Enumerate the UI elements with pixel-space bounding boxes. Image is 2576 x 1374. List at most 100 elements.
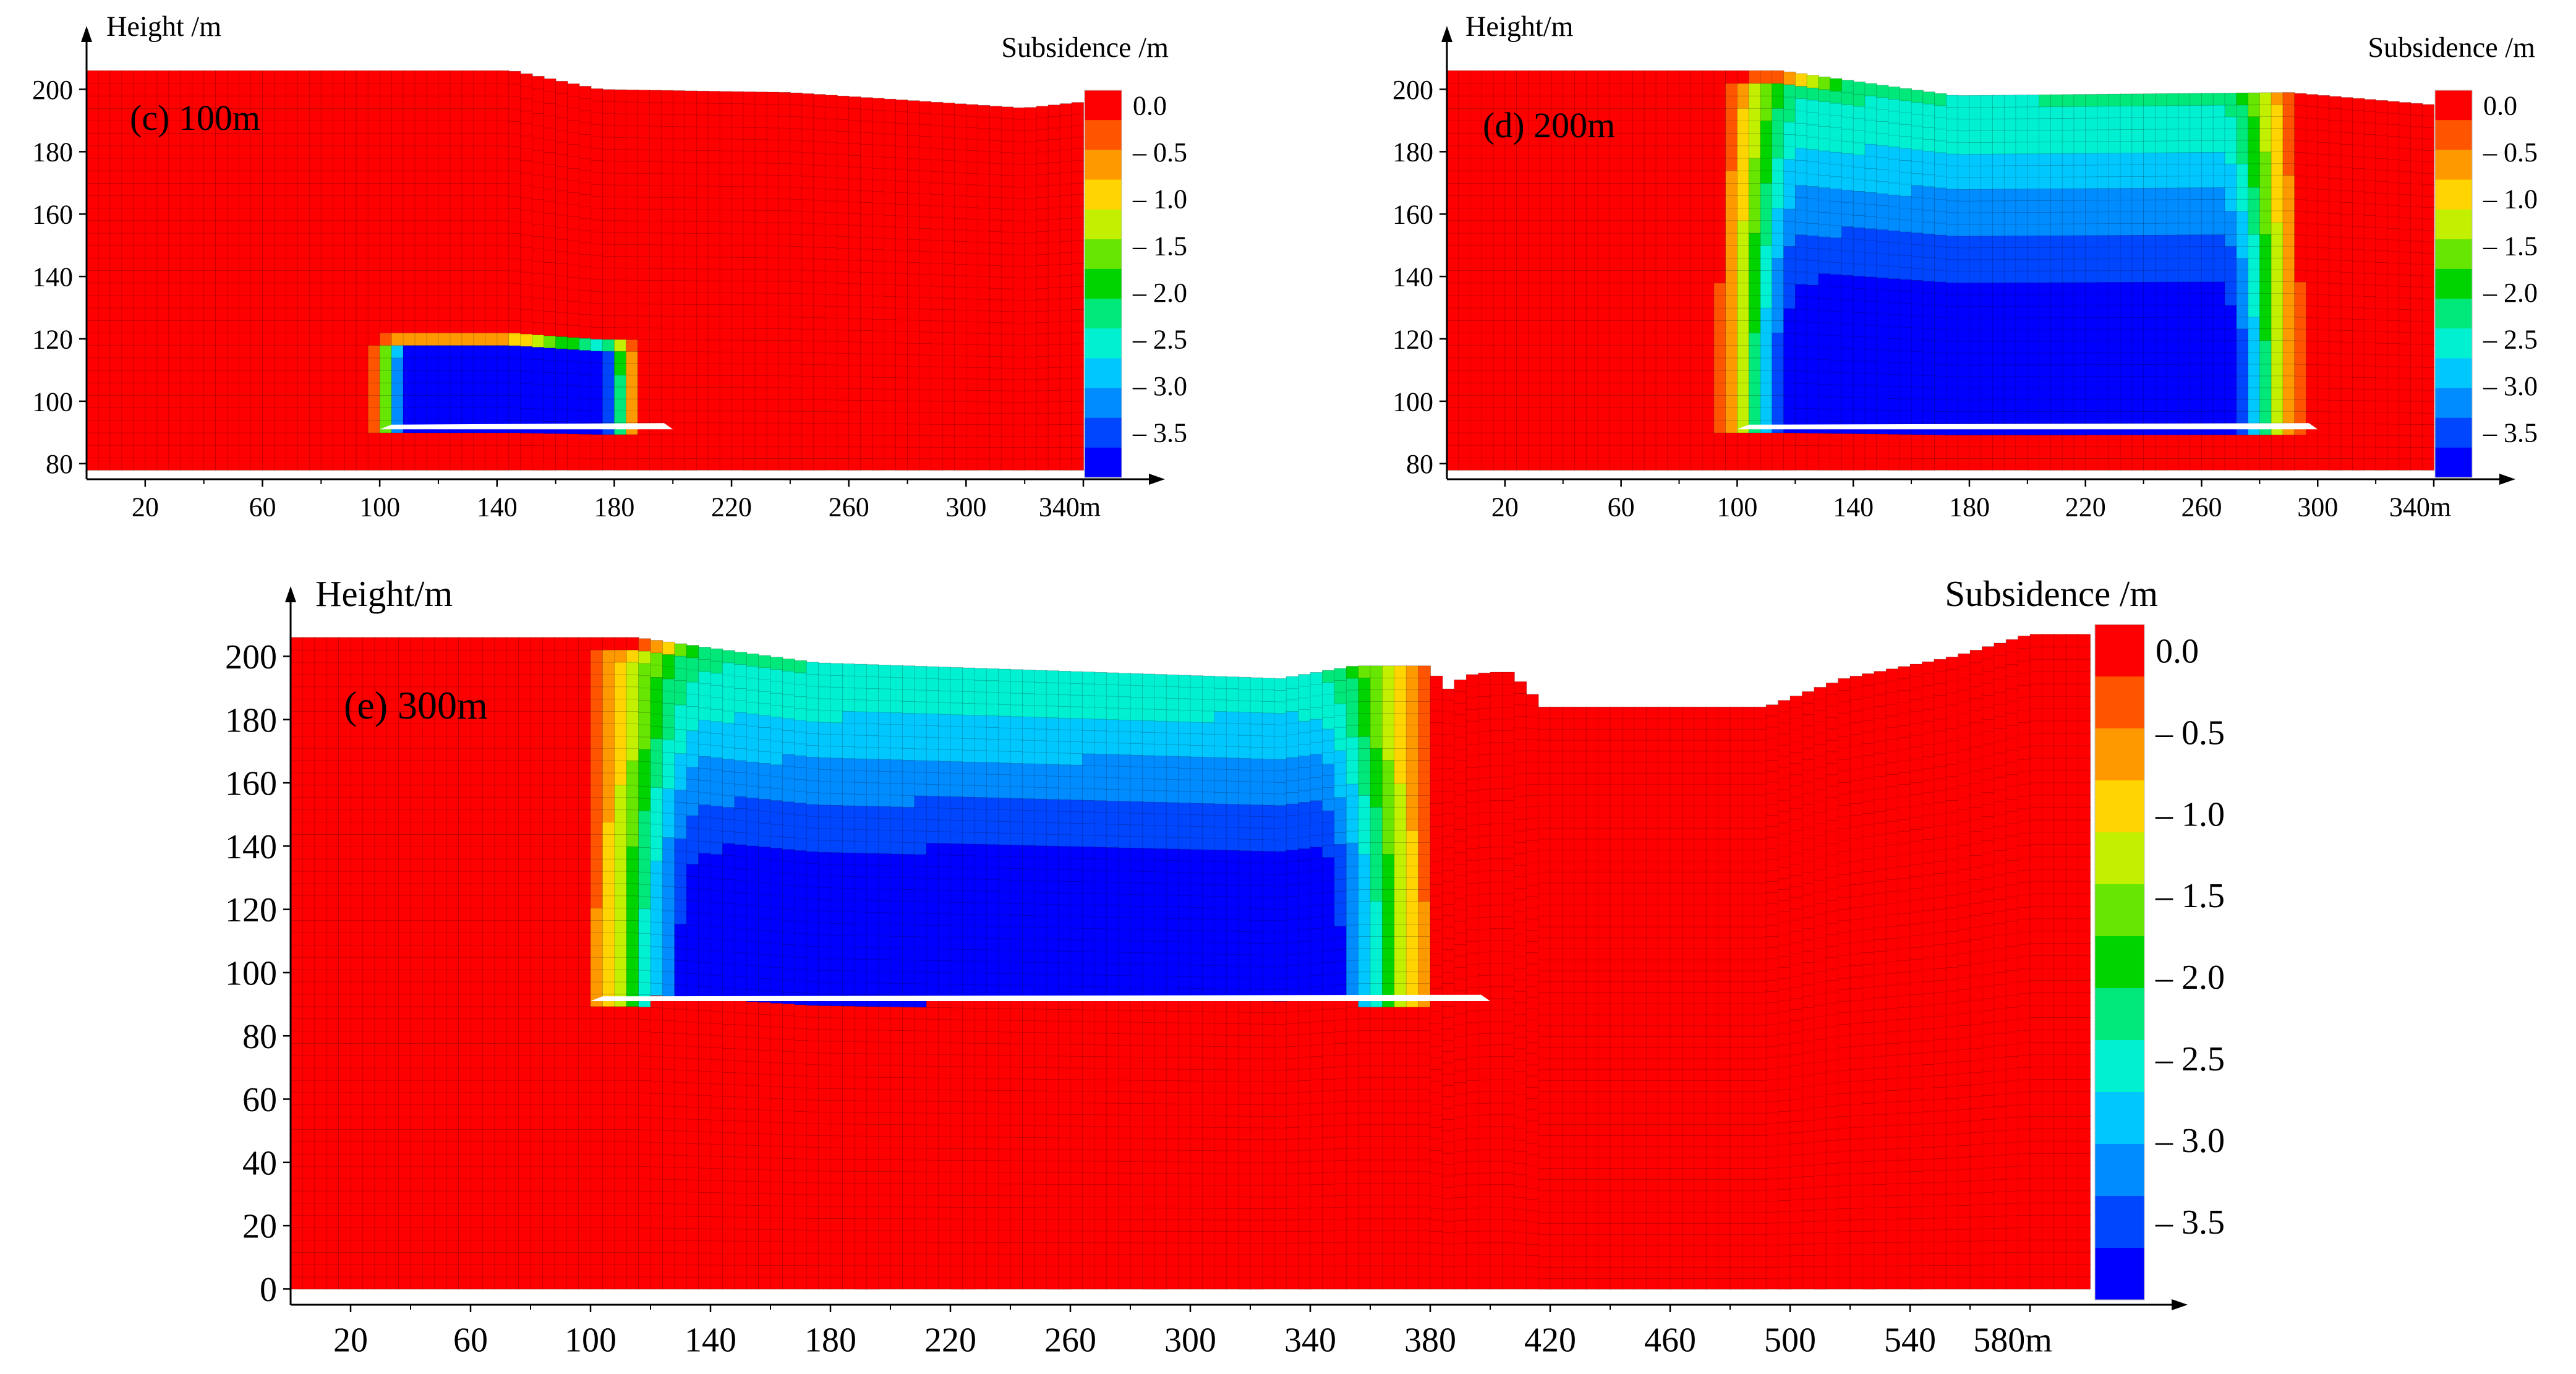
mesh-block: [672, 208, 686, 222]
mesh-block: [1702, 419, 1715, 433]
mesh-block: [1957, 434, 1970, 447]
mesh-block: [1818, 113, 1831, 127]
mesh-block: [414, 157, 428, 171]
mesh-block: [848, 364, 861, 377]
mesh-block: [391, 320, 404, 333]
mesh-block: [426, 270, 440, 284]
mesh-block: [1760, 445, 1773, 458]
mesh-block: [1481, 270, 1495, 284]
mesh-block: [438, 257, 451, 271]
mesh-block: [2224, 328, 2237, 341]
mesh-block: [790, 351, 803, 365]
mesh-block: [544, 396, 557, 410]
mesh-block: [1527, 233, 1541, 246]
mesh-block: [1679, 82, 1692, 96]
mesh-block: [2120, 246, 2133, 259]
mesh-block: [1539, 370, 1552, 383]
mesh-block: [1772, 395, 1785, 408]
mesh-block: [2039, 340, 2052, 354]
mesh-block: [1888, 386, 1901, 399]
mesh-block: [2097, 211, 2110, 224]
mesh-block: [2015, 387, 2028, 401]
mesh-block: [1527, 432, 1541, 446]
mesh-block: [989, 299, 1002, 312]
mesh-block: [1012, 288, 1026, 301]
mesh-block: [2190, 116, 2203, 130]
mesh-block: [649, 351, 662, 364]
mesh-block: [1713, 108, 1726, 121]
mesh-block: [2039, 446, 2052, 459]
mesh-block: [180, 195, 193, 209]
mesh-block: [1047, 378, 1061, 391]
mesh-block: [2015, 211, 2028, 224]
mesh-block: [1818, 150, 1831, 164]
mesh-block: [239, 432, 252, 446]
mesh-block: [1864, 288, 1877, 302]
mesh-block: [86, 344, 100, 359]
mesh-block: [1690, 332, 1704, 346]
mesh-block: [2120, 340, 2133, 353]
mesh-block: [1853, 385, 1866, 398]
mesh-block: [1071, 160, 1085, 173]
mesh-block: [591, 148, 603, 161]
mesh-block: [1012, 412, 1026, 425]
mesh-block: [1059, 183, 1073, 196]
mesh-block: [1609, 257, 1622, 271]
mesh-block: [1059, 320, 1073, 333]
mesh-block: [2050, 340, 2063, 354]
mesh-block: [1012, 254, 1026, 267]
mesh-block: [2143, 328, 2156, 341]
mesh-block: [2003, 200, 2017, 213]
mesh-block: [1047, 424, 1061, 437]
mesh-block: [497, 132, 510, 147]
mesh-block: [2201, 187, 2214, 200]
mesh-block: [942, 252, 955, 265]
mesh-block: [1632, 108, 1645, 121]
mesh-block: [1655, 407, 1668, 421]
mesh-block: [2027, 352, 2040, 365]
mesh-block: [1047, 333, 1061, 345]
mesh-block: [485, 170, 498, 184]
mesh-block: [2027, 434, 2040, 448]
mesh-block: [1551, 70, 1564, 84]
mesh-block: [473, 82, 486, 96]
mesh-block: [544, 359, 557, 373]
mesh-block: [1481, 357, 1495, 371]
mesh-block: [227, 395, 240, 408]
mesh-block: [2212, 316, 2225, 330]
mesh-block: [555, 445, 568, 459]
mesh-block: [860, 109, 873, 122]
mesh-block: [696, 244, 709, 258]
mesh-block: [989, 265, 1002, 278]
mesh-block: [1957, 177, 1970, 190]
mesh-block: [1655, 132, 1668, 147]
mesh-block: [1036, 276, 1049, 289]
mesh-block: [544, 274, 557, 288]
mesh-block: [1667, 419, 1680, 433]
mesh-block: [180, 457, 193, 471]
mesh-block: [1551, 220, 1564, 234]
mesh-block: [168, 245, 181, 258]
mesh-block: [2085, 434, 2098, 447]
mesh-block: [1876, 253, 1889, 267]
mesh-block: [1539, 294, 1552, 309]
mesh-block: [825, 458, 838, 471]
mesh-block: [555, 312, 568, 325]
mesh-block: [1609, 407, 1622, 421]
mesh-block: [227, 257, 240, 271]
mesh-block: [1585, 344, 1599, 359]
mesh-block: [1876, 277, 1889, 291]
mesh-block: [966, 321, 979, 334]
mesh-block: [1667, 257, 1680, 271]
mesh-block: [2143, 352, 2156, 365]
mesh-block: [754, 174, 768, 187]
mesh-block: [156, 82, 169, 96]
mesh-block: [684, 458, 697, 471]
mesh-block: [1024, 152, 1038, 165]
mesh-block: [239, 407, 252, 421]
mesh-block: [2190, 175, 2203, 189]
mesh-block: [1911, 327, 1924, 340]
mesh-block: [1853, 117, 1866, 131]
mesh-block: [168, 82, 181, 96]
